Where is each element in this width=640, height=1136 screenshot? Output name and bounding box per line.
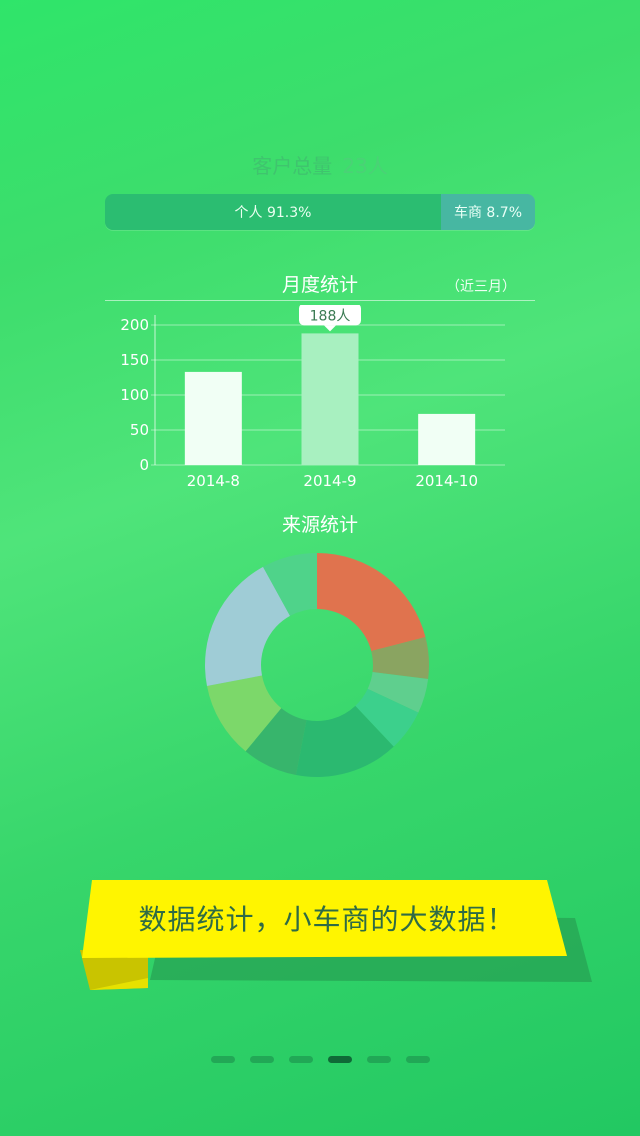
donut-slice[interactable] <box>317 553 426 652</box>
y-tick-label: 150 <box>120 351 149 369</box>
split-personal-segment: 个人 91.3% <box>105 194 441 230</box>
donut-slice[interactable] <box>205 566 291 686</box>
customer-total-title: 客户总量 23人 <box>0 150 640 179</box>
y-tick-label: 200 <box>120 316 149 334</box>
tooltip-pointer <box>324 325 336 332</box>
y-tick-label: 0 <box>139 456 149 474</box>
page-dot[interactable] <box>288 1056 313 1063</box>
x-tick-label: 2014-9 <box>303 472 356 490</box>
x-tick-label: 2014-8 <box>187 472 240 490</box>
split-dealer-segment: 车商 8.7% <box>441 194 535 230</box>
customer-split-bar: 个人 91.3% 车商 8.7% <box>105 194 535 230</box>
page-dot[interactable] <box>366 1056 391 1063</box>
bar[interactable] <box>184 371 242 465</box>
donut-slice[interactable] <box>263 553 317 616</box>
x-tick-label: 2014-10 <box>415 472 478 490</box>
donut-slice[interactable] <box>367 672 429 713</box>
y-tick-label: 50 <box>130 421 149 439</box>
bar-tooltip-label: 188人 <box>310 308 351 324</box>
page-indicator[interactable] <box>0 1056 640 1063</box>
page-dot[interactable] <box>210 1056 235 1063</box>
source-title: 来源统计 <box>281 514 358 536</box>
donut-slice[interactable] <box>245 708 307 776</box>
donut-slice[interactable] <box>296 705 394 777</box>
bar[interactable] <box>418 413 476 465</box>
donut-slice[interactable] <box>355 688 419 747</box>
donut-slice[interactable] <box>206 675 282 752</box>
banner-ribbon <box>80 880 592 990</box>
banner-slogan: 数据统计，小车商的大数据！ <box>138 903 516 936</box>
title-divider <box>105 300 535 301</box>
page-dot[interactable] <box>249 1056 274 1063</box>
bar[interactable] <box>301 333 359 465</box>
customer-total-label: 客户总量 <box>252 154 333 178</box>
bar-tooltip <box>299 305 361 326</box>
y-tick-label: 100 <box>120 386 149 404</box>
monthly-range-label: （近三月） <box>446 279 516 295</box>
donut-slice[interactable] <box>371 637 429 680</box>
page-dot[interactable] <box>405 1056 430 1063</box>
monthly-bar-chart: 0 50 100 150 200 2014-8 2014-9 188人 2014-10 <box>120 305 505 490</box>
source-donut-chart <box>205 553 429 777</box>
customer-total-count: 23人 <box>342 154 388 178</box>
monthly-title: 月度统计 <box>281 274 358 296</box>
page-dot[interactable] <box>327 1056 352 1063</box>
